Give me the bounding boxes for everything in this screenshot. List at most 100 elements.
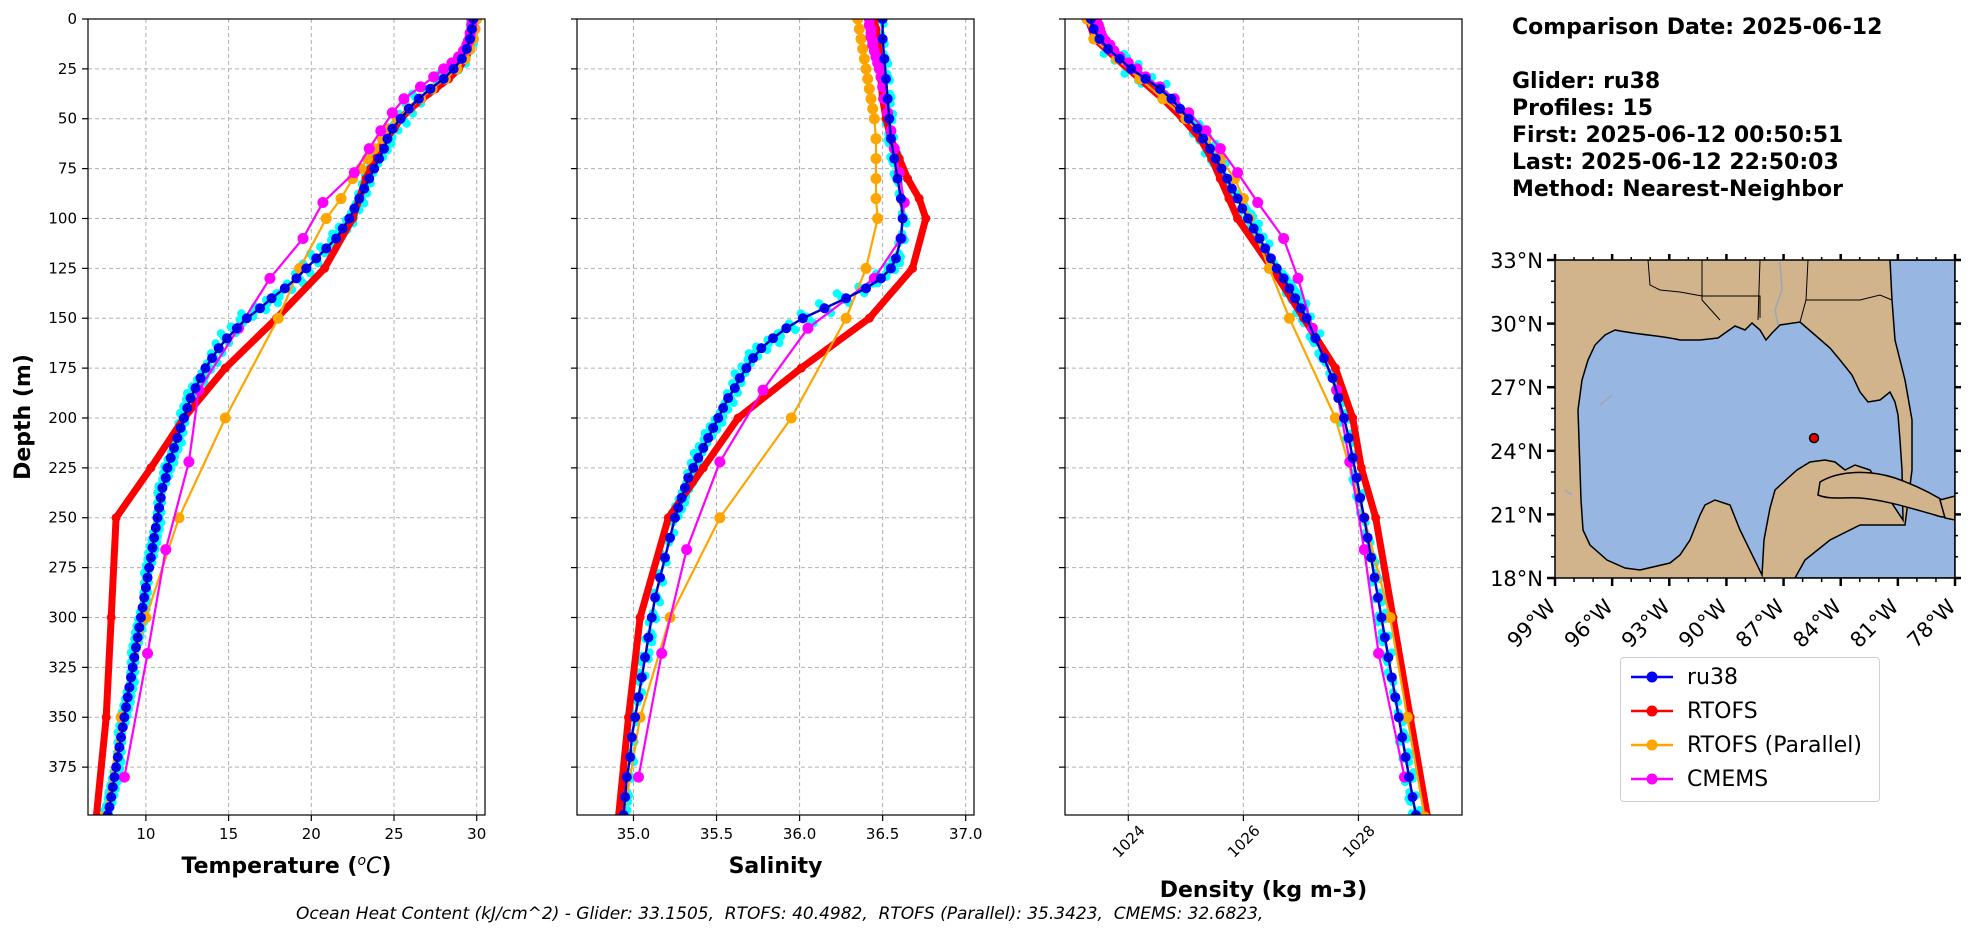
series-point-cmems	[348, 167, 360, 179]
series-point-ru38	[1362, 532, 1373, 543]
series-point-rtofs	[220, 363, 230, 373]
series-point-ru38	[1140, 73, 1151, 84]
series-line-ru38-mean	[623, 19, 904, 815]
y-tick-label: 350	[48, 708, 77, 726]
series-point-ru38	[221, 333, 232, 344]
x-tick-label: 36.5	[866, 825, 899, 843]
series-point-ru38	[1400, 752, 1411, 763]
series-point-ru38	[879, 53, 890, 64]
y-tick-label: 25	[58, 60, 77, 78]
series-point-cmems	[363, 143, 375, 155]
series-point-parallel	[862, 73, 874, 85]
lat-tick-label: 30°N	[1490, 313, 1543, 337]
series-point-rtofs	[1215, 174, 1225, 184]
legend-label: CMEMS	[1687, 766, 1769, 792]
last-profile-time: Last: 2025-06-12 22:50:03	[1512, 150, 1839, 175]
lon-tick-label: 84°W	[1788, 594, 1846, 652]
lon-tick-label: 87°W	[1731, 594, 1789, 652]
series-point-parallel	[714, 512, 726, 524]
series-point-ru38	[1347, 452, 1358, 463]
series-point-cmems	[142, 647, 154, 659]
series-point-ru38	[892, 173, 903, 184]
series-point-rtofs	[111, 513, 121, 523]
series-point-ru38	[1254, 233, 1265, 244]
series-point-parallel	[860, 63, 872, 75]
series-point-ru38	[149, 532, 160, 543]
series-point-parallel	[1283, 312, 1295, 324]
series-point-rtofs	[921, 213, 931, 223]
y-tick-label: 375	[48, 758, 77, 776]
legend-item-ru38: ru38	[1629, 662, 1738, 692]
series-point-rtofs	[796, 363, 806, 373]
map-frame	[1554, 259, 1956, 579]
comparison-info: Comparison Date: 2025-06-12 Glider: ru38…	[1512, 14, 1882, 203]
series-point-ru38	[1284, 283, 1295, 294]
series-point-rtofs	[698, 463, 708, 473]
series-point-ru38	[139, 592, 150, 603]
series-point-ru38	[175, 422, 186, 433]
series-point-ru38	[114, 742, 125, 753]
series-point-ru38	[880, 73, 891, 84]
series-point-rtofs	[1233, 213, 1243, 223]
series-point-cmems	[802, 322, 814, 334]
hispaniola-island	[1939, 495, 1955, 521]
glider-raw-point	[466, 10, 474, 18]
series-point-cmems	[297, 232, 309, 244]
series-point-ru38	[1333, 393, 1344, 404]
series-point-ru38	[636, 672, 647, 683]
series-line-cmems	[637, 19, 906, 778]
plot-area	[92, 10, 483, 815]
series-point-parallel	[868, 113, 880, 125]
lon-tick-label: 90°W	[1674, 594, 1732, 652]
ocean-heat-content-note: Ocean Heat Content (kJ/cm^2) - Glider: 3…	[296, 904, 1264, 924]
series-point-ru38	[1372, 592, 1383, 603]
lat-tick-label: 18°N	[1490, 567, 1543, 591]
series-point-ru38	[665, 532, 676, 543]
series-point-parallel	[863, 83, 875, 95]
series-point-parallel	[872, 212, 884, 224]
series-line-ru38	[106, 19, 475, 815]
series-point-ru38	[364, 173, 375, 184]
series-point-parallel	[1384, 611, 1396, 623]
series-point-rtofs	[101, 712, 111, 722]
rivers	[1564, 261, 1783, 496]
series-point-parallel	[840, 312, 852, 324]
series-point-ru38	[1271, 263, 1282, 274]
profile-panel-2: 35.0 35.5 36.0 36.5 37.0 Salinity	[571, 18, 982, 879]
plot-area	[1081, 19, 1432, 824]
x-tick-label: 35.0	[617, 825, 650, 843]
series-point-ru38	[621, 772, 632, 783]
legend-item-rtofs: RTOFS	[1629, 696, 1758, 726]
series-point-cmems	[1358, 544, 1370, 556]
series-point-parallel	[1263, 262, 1275, 274]
series-point-ru38	[129, 652, 140, 663]
series-point-rtofs	[92, 812, 101, 815]
lon-tick-label: 96°W	[1560, 594, 1618, 652]
series-point-cmems	[1232, 167, 1244, 179]
y-tick-label: 100	[48, 209, 77, 227]
x-tick-label: 37.0	[949, 825, 982, 843]
series-point-ru38	[673, 502, 684, 513]
series-point-ru38	[741, 363, 752, 374]
series-point-ru38	[466, 23, 477, 34]
series-point-ru38	[1154, 83, 1165, 94]
y-tick-label: 75	[58, 160, 77, 178]
x-axis-label: Salinity	[729, 854, 823, 879]
lat-tick-label: 24°N	[1490, 440, 1543, 464]
glider-raw-point	[1411, 816, 1419, 824]
y-tick-label: 0	[67, 10, 77, 28]
series-point-ru38	[1216, 163, 1227, 174]
series-point-ru38	[374, 153, 385, 164]
glider-name: Glider: ru38	[1512, 69, 1661, 94]
legend-swatch-parallel	[1631, 739, 1673, 751]
y-axis-label: Depth (m)	[11, 354, 36, 480]
series-point-ru38	[748, 353, 759, 364]
series-point-ru38	[729, 383, 740, 394]
series-point-cmems	[414, 81, 426, 93]
series-line-cmems	[123, 19, 473, 778]
series-point-ru38	[1085, 19, 1096, 24]
series-point-cmems	[1292, 272, 1304, 284]
series-point-cmems	[681, 544, 693, 556]
series-point-parallel	[858, 53, 870, 65]
